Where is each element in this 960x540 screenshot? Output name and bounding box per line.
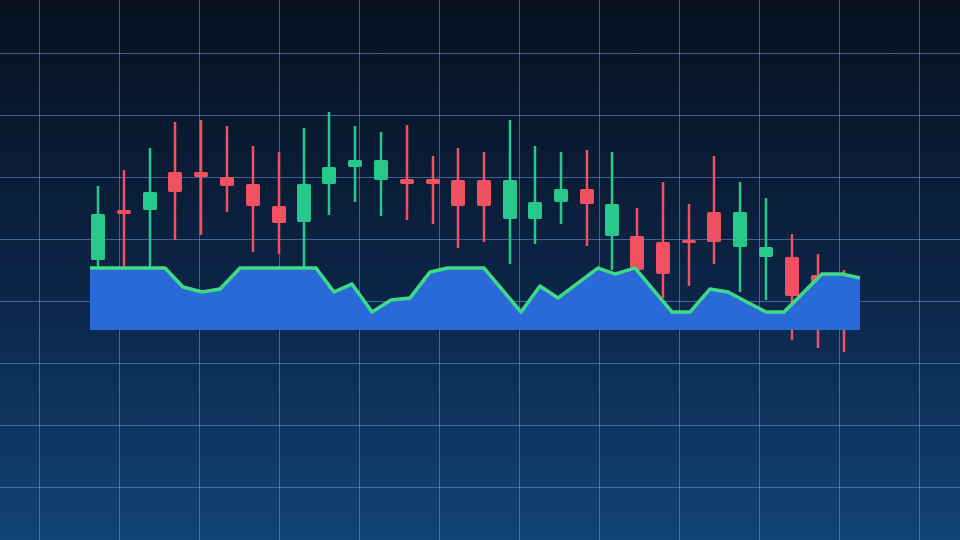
candle-body (656, 242, 670, 274)
candle-body (785, 257, 799, 296)
candle-body (272, 206, 286, 223)
candle-body (580, 189, 594, 204)
candle-body (426, 179, 440, 184)
candle-body (348, 160, 362, 167)
candle-body (374, 160, 388, 180)
candle-body (168, 172, 182, 192)
candle-body (630, 236, 644, 270)
candle-body (477, 180, 491, 206)
area-fill (90, 268, 860, 330)
area-line (90, 266, 861, 314)
candle-body (759, 247, 773, 257)
candle-body (322, 167, 336, 184)
candle-body (194, 172, 208, 177)
candle-body (528, 202, 542, 219)
candle-body (554, 189, 568, 202)
candle-body (733, 212, 747, 247)
candle-body (143, 192, 157, 210)
candle-body (297, 184, 311, 222)
candle-body (503, 180, 517, 219)
candle-body (220, 177, 234, 186)
candle-body (91, 214, 105, 260)
candle-body (400, 179, 414, 184)
candle-body (605, 204, 619, 236)
candle-body (707, 212, 721, 242)
candle-body (451, 180, 465, 206)
candle-body (117, 210, 131, 214)
candle-body (682, 240, 696, 243)
candle-body (246, 184, 260, 206)
